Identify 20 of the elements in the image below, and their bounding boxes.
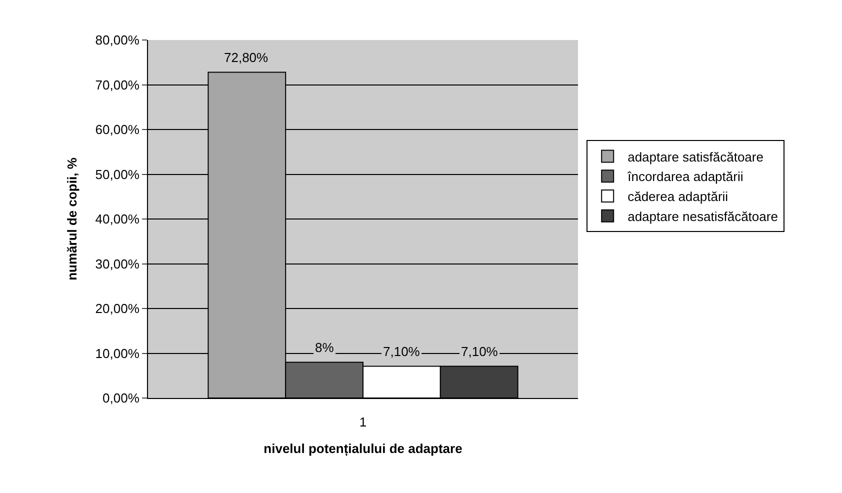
y-tick-label: 80,00% (95, 32, 140, 48)
y-axis-title: numărul de copii, % (64, 157, 80, 280)
legend-label: adaptare satisfăcătoare (628, 149, 764, 164)
y-tick-label: 0,00% (102, 390, 140, 406)
data-label: 7,10% (383, 344, 420, 359)
y-tick-label: 20,00% (95, 301, 140, 316)
y-tick-label: 70,00% (95, 77, 140, 92)
data-label: 8% (315, 340, 334, 355)
legend-label: adaptare nesatisfăcătoare (628, 208, 778, 224)
x-axis-title: nivelul potențialului de adaptare (264, 441, 462, 458)
y-tick-label: 10,00% (95, 346, 140, 361)
legend-label: încordarea adaptării (626, 169, 744, 184)
x-tick-label: 1 (359, 414, 367, 430)
data-label: 7,10% (461, 344, 498, 359)
y-tick-label: 30,00% (95, 256, 140, 272)
legend-label: căderea adaptării (628, 189, 728, 204)
data-label: 72,80% (224, 50, 269, 65)
y-tick-label: 40,00% (95, 212, 140, 227)
y-tick-label: 60,00% (95, 122, 140, 138)
y-tick-label: 50,00% (95, 166, 140, 182)
